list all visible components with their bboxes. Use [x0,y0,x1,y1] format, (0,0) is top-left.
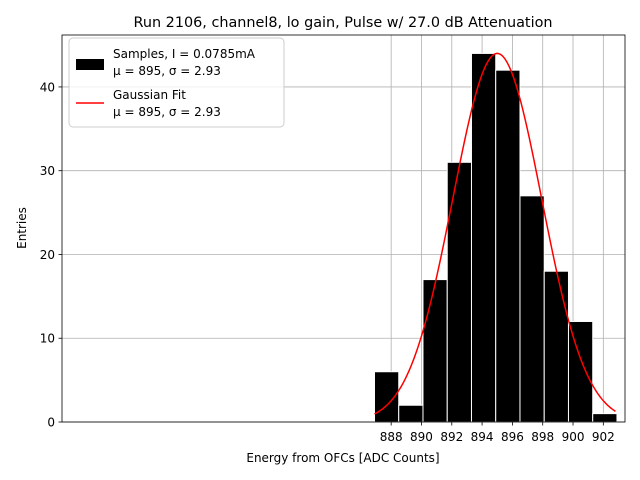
gaussian-fit-curve [374,52,616,415]
legend-fit-label: Gaussian Fit [113,88,186,102]
y-tick-label: 20 [40,248,55,262]
x-tick-label: 888 [380,430,403,444]
axes: 888 890 892 894 896 898 900 902 0 10 20 30 40 [40,34,626,444]
chart-title: Run 2106, channel8, lo gain, Pulse w/ 27… [134,15,553,31]
plot-frame [61,34,626,423]
x-tick-label: 894 [471,430,494,444]
y-tick-label: 30 [40,164,55,178]
x-tick-label: 896 [501,430,524,444]
histogram-bar [519,195,545,423]
legend-samples-label: Samples, I = 0.0785mA [113,47,256,61]
histogram-bar [398,404,424,423]
legend-samples-swatch [76,59,104,70]
y-axis-label: Entries [15,207,29,249]
x-tick-label: 892 [440,430,463,444]
histogram-bar [422,279,448,423]
x-axis-label: Energy from OFCs [ADC Counts] [246,451,439,465]
legend-fit-stats: μ = 895, σ = 2.93 [113,105,221,119]
x-tick-label: 898 [531,430,554,444]
histogram-bar [543,270,569,423]
y-tick-label: 10 [40,332,55,346]
legend-samples-stats: μ = 895, σ = 2.93 [113,64,221,78]
histogram-bar [495,69,521,423]
legend: Samples, I = 0.0785mA μ = 895, σ = 2.93 … [68,37,285,128]
x-tick-label: 900 [562,430,585,444]
histogram-bar [470,52,497,423]
gaussian-fit [374,52,616,415]
histogram-bar [446,161,472,423]
histogram-bar [567,320,594,423]
x-tick-label: 902 [592,430,615,444]
y-tick-label: 0 [47,416,55,430]
y-tick-label: 40 [40,80,55,94]
histogram-bar [592,413,618,423]
legend-frame [68,37,285,128]
histogram-bars [373,52,618,423]
x-tick-label: 890 [410,430,433,444]
